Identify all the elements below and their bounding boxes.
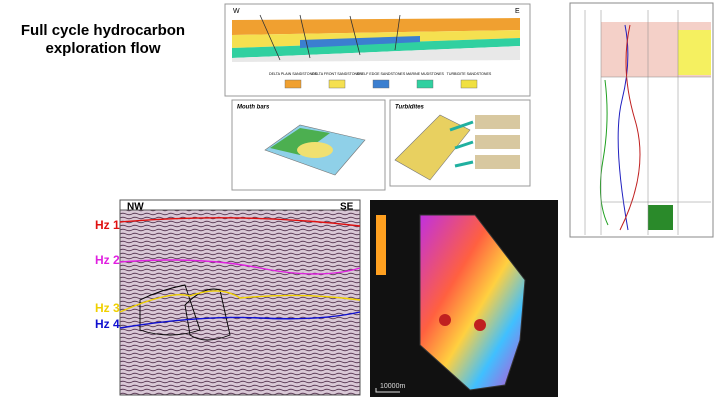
- fault: [259, 14, 401, 61]
- legend-swatch: [284, 79, 302, 89]
- mouth-bars-diagram: Mouth bars: [231, 99, 386, 191]
- attribute-map: 10000m: [370, 200, 558, 397]
- horizon: [119, 311, 361, 329]
- legend-swatch: [328, 79, 346, 89]
- horizon-label: Hz 1: [95, 218, 120, 232]
- section-end: NW: [127, 202, 144, 213]
- well-log: [569, 2, 714, 238]
- legend-swatch: [372, 79, 390, 89]
- diagram-title: Mouth bars: [237, 105, 270, 111]
- section-end: E: [515, 8, 520, 15]
- scale-label: 10000m: [380, 383, 405, 390]
- layer: [232, 46, 520, 62]
- legend-label: DELTA PLAIN SANDSTONES: [269, 72, 318, 76]
- legend-label: MARINE MUDSTONES: [406, 72, 444, 76]
- horizon-label: Hz 3: [95, 301, 120, 315]
- seismic-section: NW SE Hz 1 Hz 2 Hz 3 Hz 4: [95, 199, 361, 396]
- horizon-label: Hz 4: [95, 317, 120, 331]
- layer: [232, 38, 520, 58]
- horizon: [119, 259, 361, 275]
- legend-label: SHELF EDGE SANDSTONES: [357, 72, 406, 76]
- legend-swatch: [416, 79, 434, 89]
- title-line: exploration flow: [45, 40, 160, 57]
- horizon: [119, 290, 361, 313]
- horizon-label: Hz 2: [95, 253, 120, 267]
- legend-label: DELTA FRONT SANDSTONES: [312, 72, 362, 76]
- layer: [300, 36, 420, 48]
- legend-label: TURBIDITE SANDSTONES: [447, 72, 492, 76]
- diagram-title: Turbidites: [395, 105, 425, 111]
- section-end: SE: [340, 202, 354, 213]
- horizon: [119, 217, 361, 227]
- turbidites-diagram: Turbidites: [389, 99, 531, 187]
- legend-swatch: [460, 79, 478, 89]
- title-line: Full cycle hydrocarbon: [21, 22, 185, 39]
- section-end: W: [233, 8, 240, 15]
